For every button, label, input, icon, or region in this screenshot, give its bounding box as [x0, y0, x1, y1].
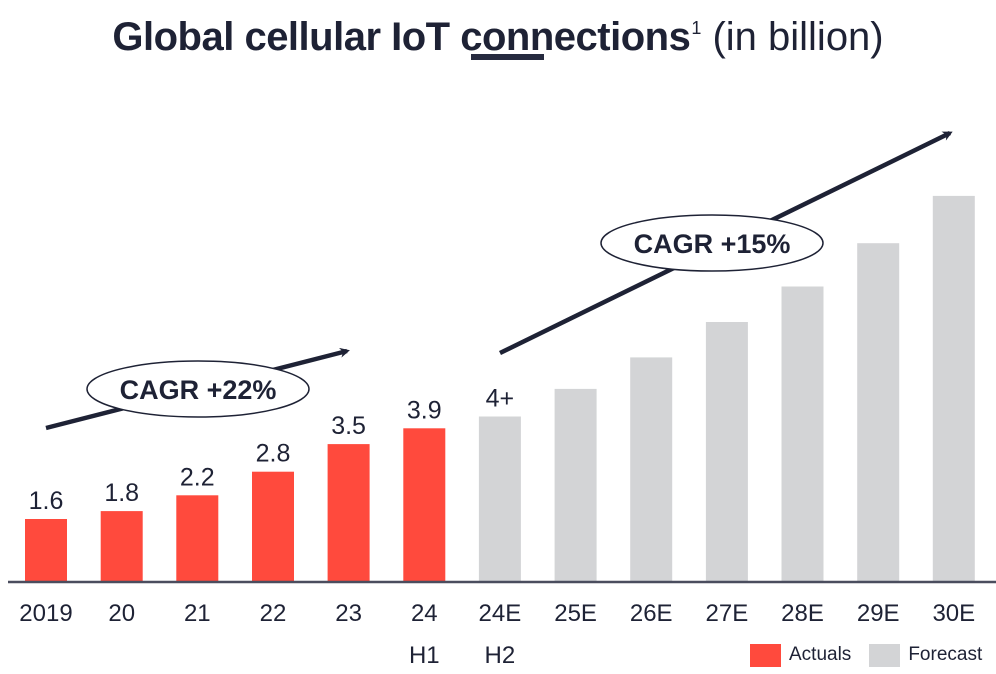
- cagr-label: CAGR +22%: [120, 375, 277, 405]
- bar-actuals-22: [252, 471, 294, 582]
- bar-forecast-27e: [705, 322, 748, 582]
- x-tick-sublabel: H1: [409, 642, 440, 669]
- cagr-annotation-forecast: CAGR +15%: [600, 214, 824, 272]
- chart-title-unit: (in billion): [712, 15, 884, 59]
- data-label-21: 2.2: [180, 463, 215, 491]
- data-label-24: 3.9: [407, 396, 442, 424]
- x-tick-label: 26E: [630, 600, 673, 627]
- x-tick-label: 20: [108, 600, 135, 627]
- chart-title-main: Global cellular IoT connections: [112, 15, 691, 59]
- x-tick-label: 23: [335, 600, 362, 627]
- bar-forecast-28e: [781, 286, 824, 582]
- x-tick-label: 21: [184, 600, 211, 627]
- data-label-20: 1.8: [104, 479, 139, 507]
- legend-label-forecast: Forecast: [908, 644, 983, 665]
- x-tick-label: 2019: [19, 600, 72, 627]
- cagr-annotations: CAGR +22% CAGR +15%: [86, 214, 824, 418]
- x-tick-label: 30E: [932, 600, 975, 627]
- bar-actuals-23: [327, 444, 370, 582]
- legend: Actuals Forecast: [750, 642, 996, 668]
- data-label-22: 2.8: [256, 440, 291, 468]
- x-tick-label: 24E: [479, 600, 522, 627]
- bar-actuals-20: [100, 511, 143, 582]
- x-tick-label: 28E: [781, 600, 824, 627]
- data-label-23: 3.5: [331, 412, 366, 440]
- x-tick-label: 25E: [554, 600, 597, 627]
- cagr-label: CAGR +15%: [634, 229, 791, 259]
- bar-forecast-26e: [630, 357, 673, 582]
- data-label-2019: 1.6: [29, 487, 64, 515]
- cagr-ellipse: [86, 360, 310, 418]
- cagr-ellipse: [600, 214, 824, 272]
- legend-label-actuals: Actuals: [789, 644, 852, 665]
- x-tick-label: 29E: [857, 600, 900, 627]
- chart-title: Global cellular IoT connections1 (in bil…: [0, 2, 996, 63]
- bar-forecast-25e: [554, 388, 597, 582]
- x-axis-tick-labels: 2019 20 21 22 23 24 H1 24E H2 25E 26E 27E 28E 29E 30E: [19, 600, 975, 669]
- title-underline: [471, 54, 544, 60]
- x-tick-label: 22: [260, 600, 287, 627]
- value-labels: 1.6 1.8 2.2 2.8 3.5 3.9 4+: [29, 385, 515, 516]
- x-tick-label: 24: [411, 600, 438, 627]
- legend-swatch-actuals: [750, 643, 781, 667]
- bar-forecast-30e: [932, 195, 975, 582]
- bar-actuals-24: [403, 428, 446, 582]
- footnote-marker: 1: [691, 18, 702, 38]
- x-tick-sublabel: H2: [485, 642, 516, 669]
- legend-swatch-forecast: [869, 643, 901, 667]
- x-tick-label: 27E: [706, 600, 749, 627]
- bars-group: [25, 195, 975, 582]
- cagr-annotation-actuals: CAGR +22%: [86, 360, 310, 418]
- bar-forecast-24e: [478, 416, 521, 582]
- bar-forecast-29e: [857, 243, 900, 582]
- bar-actuals-2019: [25, 519, 67, 582]
- bar-actuals-21: [176, 495, 219, 582]
- data-label-24e: 4+: [486, 385, 515, 413]
